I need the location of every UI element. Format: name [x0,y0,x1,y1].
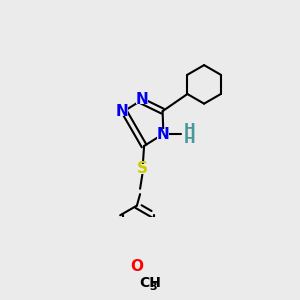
Text: 3: 3 [149,282,157,292]
FancyBboxPatch shape [158,129,169,140]
Text: N: N [157,127,170,142]
Text: H: H [184,122,195,136]
Text: H: H [184,132,195,146]
FancyBboxPatch shape [131,262,142,272]
FancyBboxPatch shape [183,123,197,140]
Text: N: N [136,92,148,107]
Text: CH: CH [140,277,161,290]
Text: S: S [137,161,148,176]
FancyBboxPatch shape [133,278,152,289]
FancyBboxPatch shape [116,106,128,116]
Text: N: N [116,104,128,119]
FancyBboxPatch shape [136,94,148,104]
FancyBboxPatch shape [136,164,149,174]
Text: O: O [130,260,143,274]
